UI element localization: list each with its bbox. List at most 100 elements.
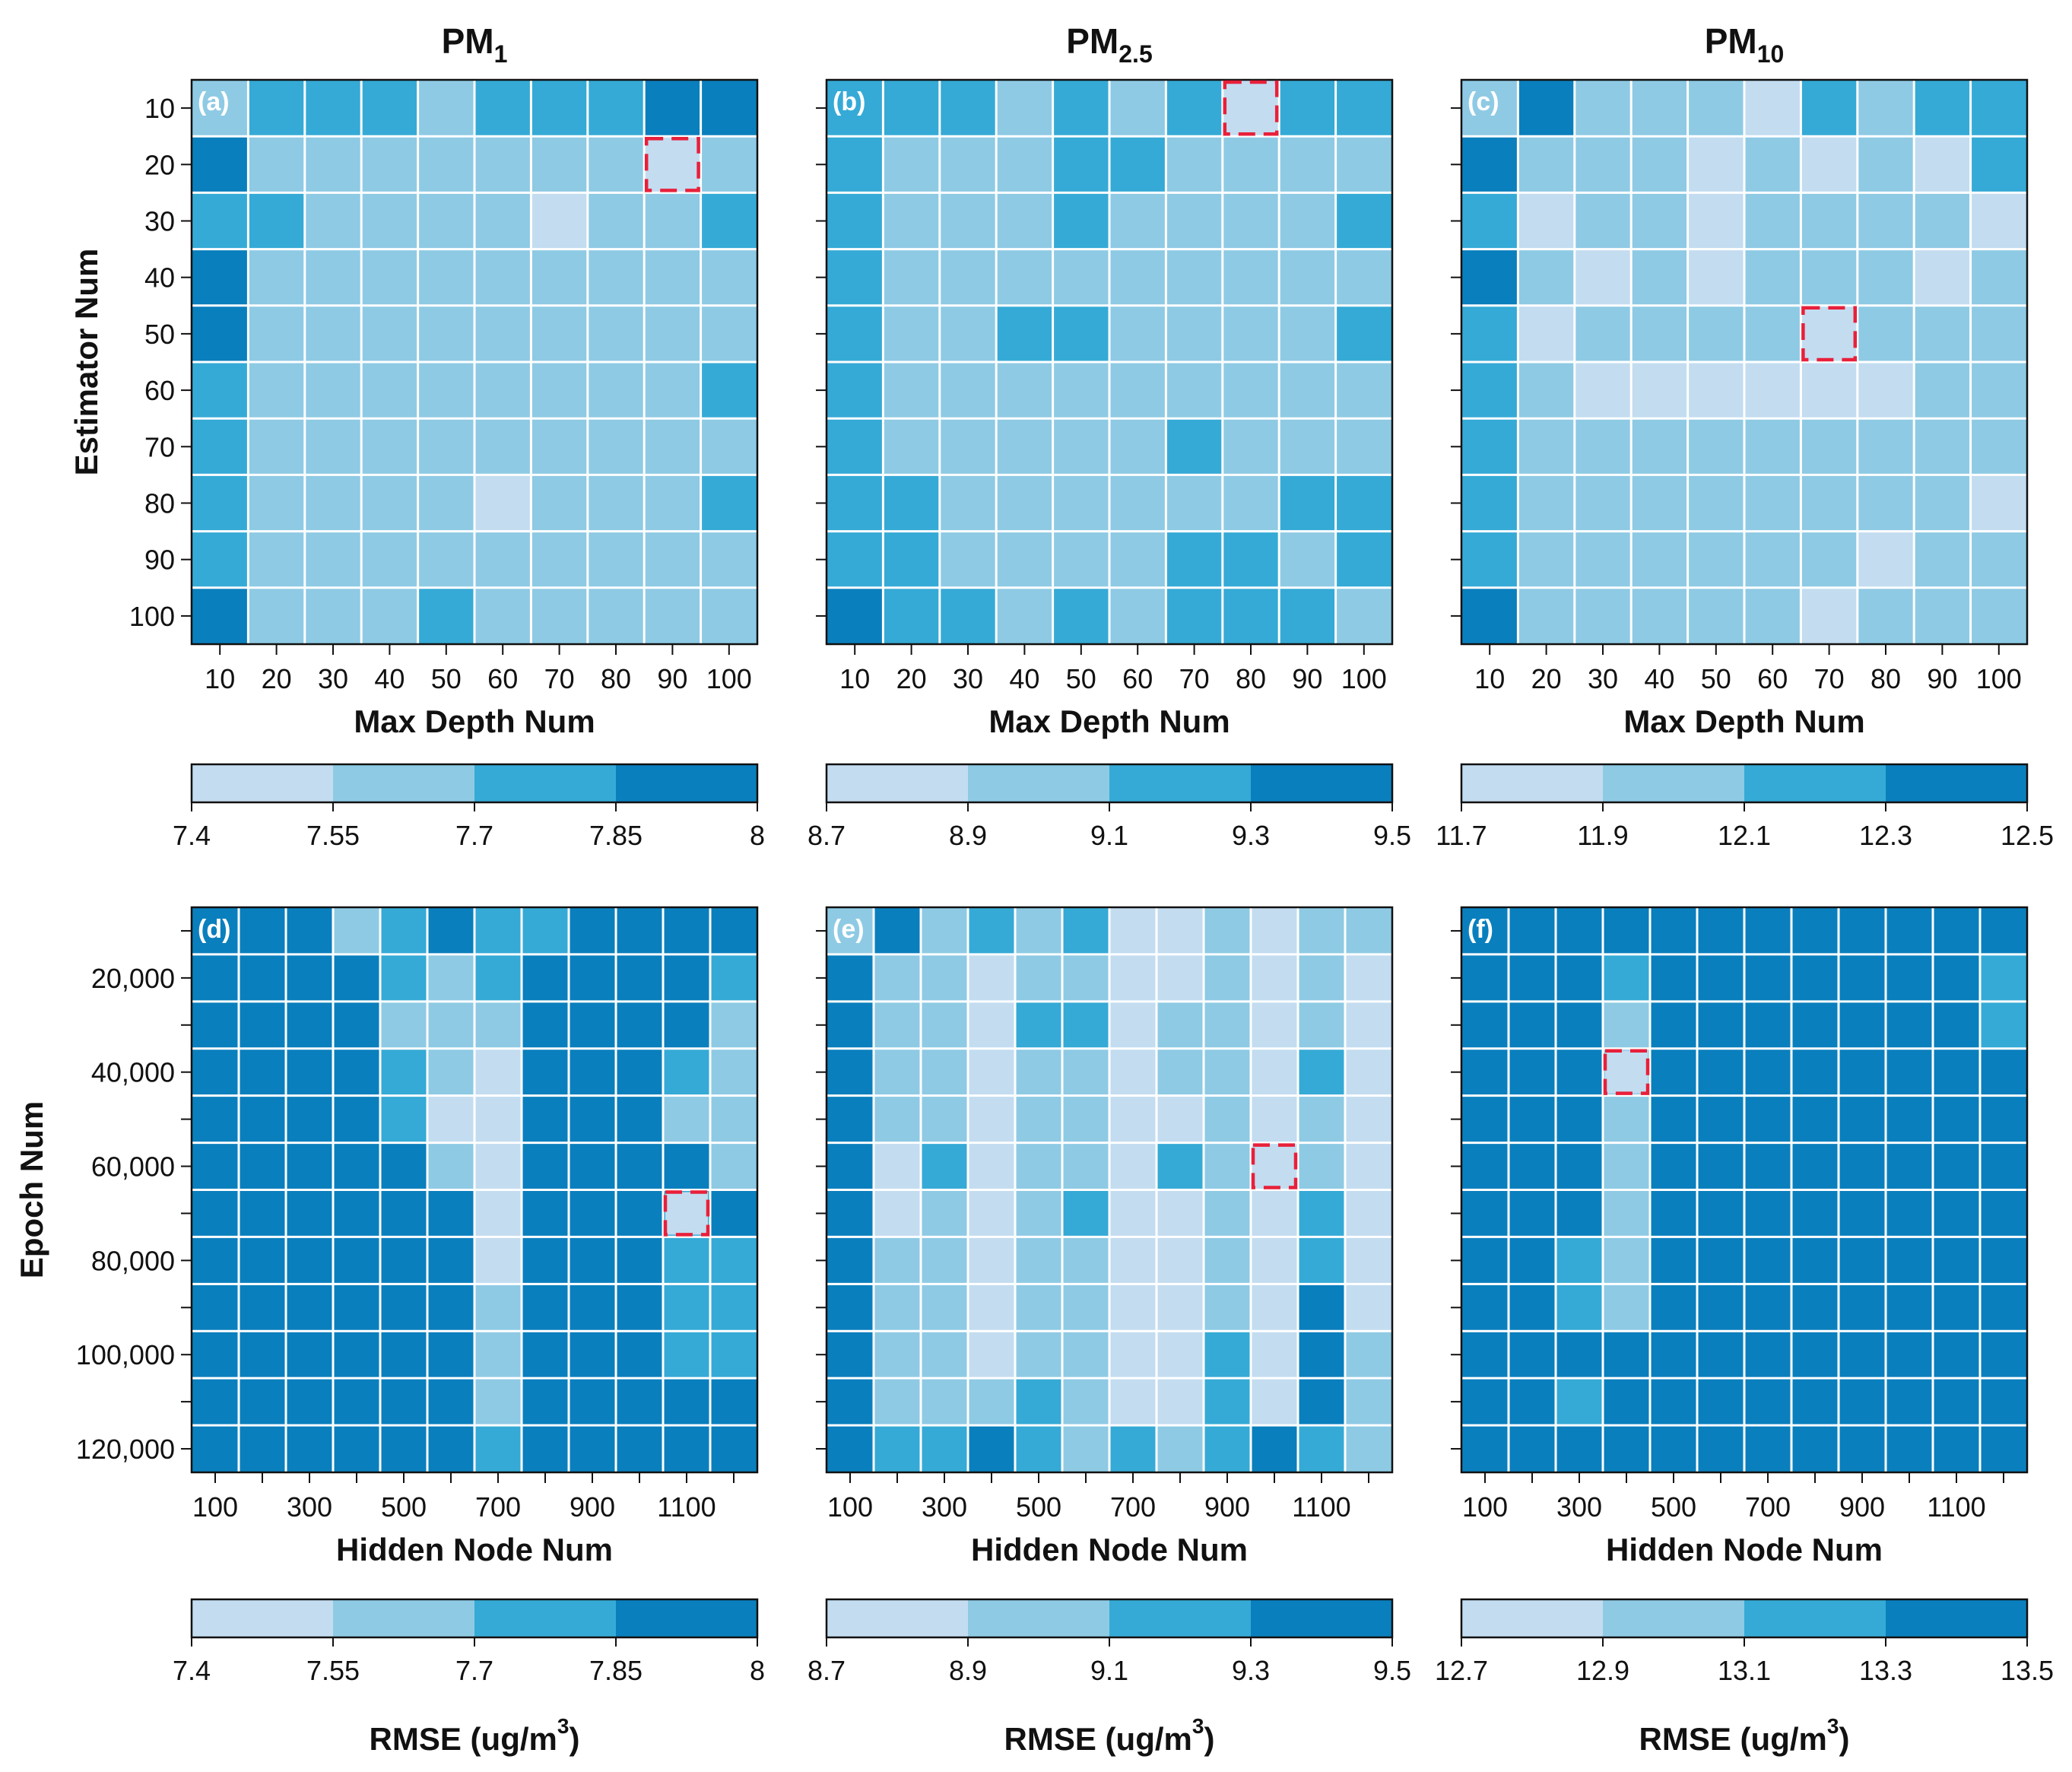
heatmap-cell (1631, 531, 1688, 588)
y-tick-label: 80,000 (91, 1245, 175, 1276)
colorbar: 8.7 8.9 9.1 9.3 9.5 RMSE (ug/m3) (808, 1598, 1411, 1757)
column-title-1: PM1 (442, 21, 508, 68)
x-tick-label: 1100 (1927, 1491, 1985, 1523)
heatmap-cell (239, 1237, 286, 1285)
heatmap-cell (1857, 192, 1915, 249)
heatmap-cell (827, 475, 884, 532)
heatmap-cell (1970, 192, 2027, 249)
heatmap-cell (1687, 362, 1744, 419)
heatmap-cell (1697, 1189, 1744, 1237)
heatmap-cell (1839, 1048, 1886, 1096)
colorbar: 12.7 12.9 13.1 13.3 13.5 RMSE (ug/m3) (1435, 1598, 2054, 1757)
x-tick-label: 30 (318, 663, 348, 694)
heatmap-cell (1744, 587, 1801, 644)
heatmap-cell (700, 362, 757, 419)
heatmap-cell (361, 305, 418, 362)
heatmap-cell (1062, 1189, 1109, 1237)
heatmap-cell (192, 1189, 239, 1237)
heatmap-cell (1109, 1189, 1157, 1237)
x-tick-label: 900 (1204, 1491, 1250, 1523)
heatmap-cell (1518, 305, 1575, 362)
colorbar-tick-label: 12.7 (1435, 1655, 1488, 1686)
heatmap-cell (1886, 1095, 1933, 1143)
heatmap-cell (827, 80, 884, 137)
column-title-3: PM10 (1705, 21, 1785, 68)
heatmap-cell (474, 1284, 522, 1332)
heatmap-cell (1886, 1237, 1933, 1285)
heatmap-cell (883, 475, 940, 532)
heatmap-cell (1631, 362, 1688, 419)
heatmap-cell (968, 1048, 1015, 1096)
heatmap-cell (939, 136, 997, 193)
heatmap-cell (286, 1189, 333, 1237)
heatmap-cell (427, 1284, 474, 1332)
heatmap-cell (427, 907, 474, 954)
heatmap-cell (1970, 249, 2027, 306)
x-tick-label: 100 (706, 663, 752, 694)
heatmap-cell (1933, 1331, 1980, 1379)
heatmap-cell (1204, 1237, 1251, 1285)
heatmap-cell (192, 1378, 239, 1426)
x-tick-label: 300 (922, 1491, 967, 1523)
heatmap-cell (874, 1425, 921, 1472)
heatmap-cell (1461, 1142, 1509, 1190)
heatmap-cell (996, 362, 1053, 419)
heatmap-cell (827, 192, 884, 249)
heatmap-cell (663, 1284, 710, 1332)
heatmap-cell (427, 1237, 474, 1285)
heatmap-cell (1574, 249, 1632, 306)
heatmap-cell (921, 1095, 968, 1143)
y-tick-label: 20,000 (91, 963, 175, 994)
heatmap-cell (827, 136, 884, 193)
heatmap-cell (239, 1378, 286, 1426)
heatmap-cell (874, 907, 921, 954)
heatmap-cell (427, 1142, 474, 1190)
heatmap-cell (1279, 80, 1336, 137)
heatmap-cell (1166, 531, 1223, 588)
heatmap-cell (531, 418, 588, 475)
x-tick-label: 20 (262, 663, 292, 694)
heatmap-cell (427, 1001, 474, 1049)
colorbar-segment (1886, 764, 2027, 802)
heatmap-cell (644, 249, 701, 306)
heatmap-cell (921, 1237, 968, 1285)
colorbar-segment (968, 1599, 1109, 1637)
heatmap-cell (1791, 1001, 1839, 1049)
heatmap-cell (1062, 1048, 1109, 1096)
heatmap-cell (286, 1331, 333, 1379)
heatmap-cell (874, 1095, 921, 1143)
heatmap-cell (427, 1048, 474, 1096)
heatmap-cell (192, 80, 249, 137)
colorbar-title: RMSE (ug/m3) (370, 1714, 580, 1757)
heatmap-cell (417, 587, 474, 644)
heatmap-cell (1914, 475, 1971, 532)
heatmap-cell (1335, 587, 1392, 644)
heatmap-cell (996, 192, 1053, 249)
heatmap-cell (1914, 80, 1971, 137)
x-tick-label: 1100 (1292, 1491, 1350, 1523)
heatmap-cell (1166, 475, 1223, 532)
heatmap-cell (1335, 475, 1392, 532)
panel-b: (b) 10 20 30 40 50 60 70 80 90 100 Max Depth Num 8.7… (808, 78, 1411, 851)
colorbar-segment (1744, 764, 1886, 802)
heatmap-cell (1461, 1095, 1509, 1143)
x-tick-label: 20 (896, 663, 927, 694)
heatmap-cell (1204, 1331, 1251, 1379)
colorbar-segment (1603, 764, 1744, 802)
heatmap-cell (1052, 136, 1109, 193)
heatmap-cell (286, 1425, 333, 1472)
heatmap-cell (569, 1142, 616, 1190)
heatmap-cell (1697, 954, 1744, 1002)
heatmap-cell (587, 136, 645, 193)
heatmap-cell (1109, 1001, 1157, 1049)
heatmap-cell (239, 907, 286, 954)
colorbar-tick-label: 9.5 (1373, 820, 1411, 851)
heatmap-cell (1980, 1001, 2027, 1049)
heatmap-cell (616, 1048, 663, 1096)
heatmap-cell (616, 1331, 663, 1379)
heatmap-cell (1461, 531, 1518, 588)
heatmap-cell (427, 1095, 474, 1143)
y-tick-label: 100,000 (76, 1339, 175, 1370)
heatmap-cell (996, 136, 1053, 193)
heatmap-cell (417, 362, 474, 419)
